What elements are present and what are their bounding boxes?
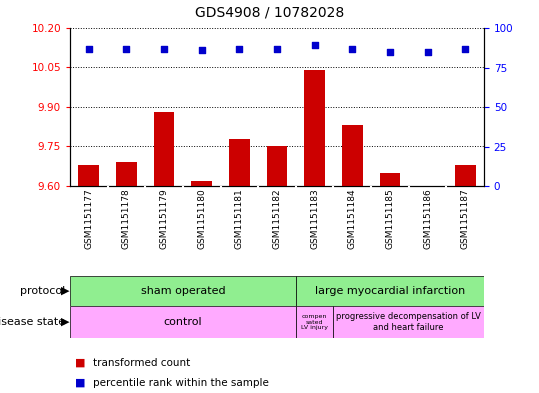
Bar <box>191 181 212 186</box>
Point <box>85 46 93 52</box>
Bar <box>379 173 400 186</box>
Text: GSM1151184: GSM1151184 <box>348 189 357 249</box>
Text: GSM1151181: GSM1151181 <box>235 189 244 250</box>
Bar <box>296 276 484 306</box>
Point <box>235 46 244 52</box>
Text: control: control <box>164 317 202 327</box>
Bar <box>154 112 175 186</box>
Text: large myocardial infarction: large myocardial infarction <box>315 286 465 296</box>
Bar <box>70 306 296 338</box>
Text: ▶: ▶ <box>60 317 69 327</box>
Bar <box>70 276 296 306</box>
Bar <box>342 125 363 186</box>
Text: ▶: ▶ <box>60 286 69 296</box>
Text: GSM1151187: GSM1151187 <box>461 189 469 250</box>
Text: transformed count: transformed count <box>93 358 191 368</box>
Point <box>423 49 432 55</box>
Bar <box>267 147 287 186</box>
Point <box>348 46 357 52</box>
Text: GSM1151179: GSM1151179 <box>160 189 169 250</box>
Bar <box>455 165 475 186</box>
Text: GSM1151180: GSM1151180 <box>197 189 206 250</box>
Point <box>461 46 469 52</box>
Text: ■: ■ <box>75 358 86 368</box>
Text: GDS4908 / 10782028: GDS4908 / 10782028 <box>195 5 344 19</box>
Text: GSM1151182: GSM1151182 <box>273 189 281 249</box>
Point <box>122 46 131 52</box>
Point <box>385 49 394 55</box>
Bar <box>116 162 137 186</box>
Text: percentile rank within the sample: percentile rank within the sample <box>93 378 270 388</box>
Bar <box>229 139 250 186</box>
Point <box>273 46 281 52</box>
Point <box>160 46 168 52</box>
Bar <box>79 165 99 186</box>
Point <box>310 42 319 48</box>
Bar <box>334 306 484 338</box>
Text: GSM1151178: GSM1151178 <box>122 189 131 250</box>
Text: protocol: protocol <box>20 286 65 296</box>
Bar <box>305 70 325 186</box>
Text: ■: ■ <box>75 378 86 388</box>
Text: disease state: disease state <box>0 317 65 327</box>
Text: GSM1151186: GSM1151186 <box>423 189 432 250</box>
Text: sham operated: sham operated <box>141 286 225 296</box>
Bar <box>296 306 334 338</box>
Point <box>197 47 206 53</box>
Text: GSM1151183: GSM1151183 <box>310 189 319 250</box>
Text: GSM1151177: GSM1151177 <box>84 189 93 250</box>
Text: compen
sated
LV injury: compen sated LV injury <box>301 314 328 330</box>
Text: GSM1151185: GSM1151185 <box>385 189 395 250</box>
Text: progressive decompensation of LV
and heart failure: progressive decompensation of LV and hea… <box>336 312 481 332</box>
